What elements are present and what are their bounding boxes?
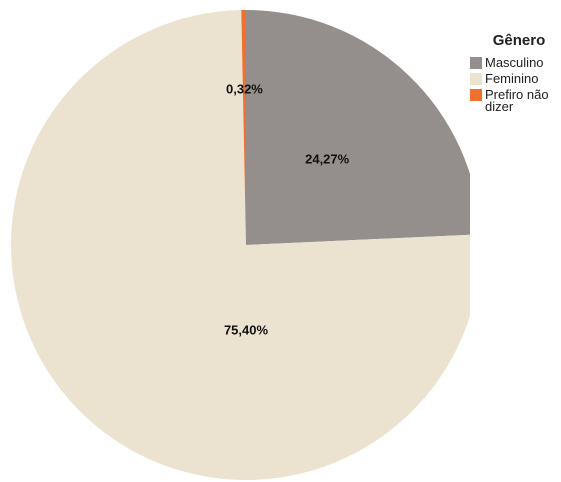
pie-slice	[241, 10, 246, 245]
legend: Gênero Masculino Feminino Prefiro não dize…	[470, 32, 560, 117]
legend-item: Prefiro não dizer	[470, 87, 560, 114]
pie-slice	[11, 10, 470, 480]
data-label: 75,40%	[224, 322, 269, 337]
legend-item: Feminino	[470, 71, 560, 86]
legend-label: Masculino	[485, 55, 544, 70]
legend-swatch	[470, 73, 482, 85]
legend-item: Masculino	[470, 55, 560, 70]
legend-swatch	[470, 89, 482, 101]
pie: 24,27% 75,40% 0,32%	[11, 10, 470, 480]
legend-swatch	[470, 57, 482, 69]
legend-title: Gênero	[492, 32, 546, 49]
data-label: 24,27%	[305, 151, 350, 166]
pie-slice	[246, 10, 470, 245]
legend-label: Feminino	[485, 71, 539, 86]
data-label: 0,32%	[226, 81, 263, 96]
legend-label: Prefiro não dizer	[485, 87, 549, 114]
